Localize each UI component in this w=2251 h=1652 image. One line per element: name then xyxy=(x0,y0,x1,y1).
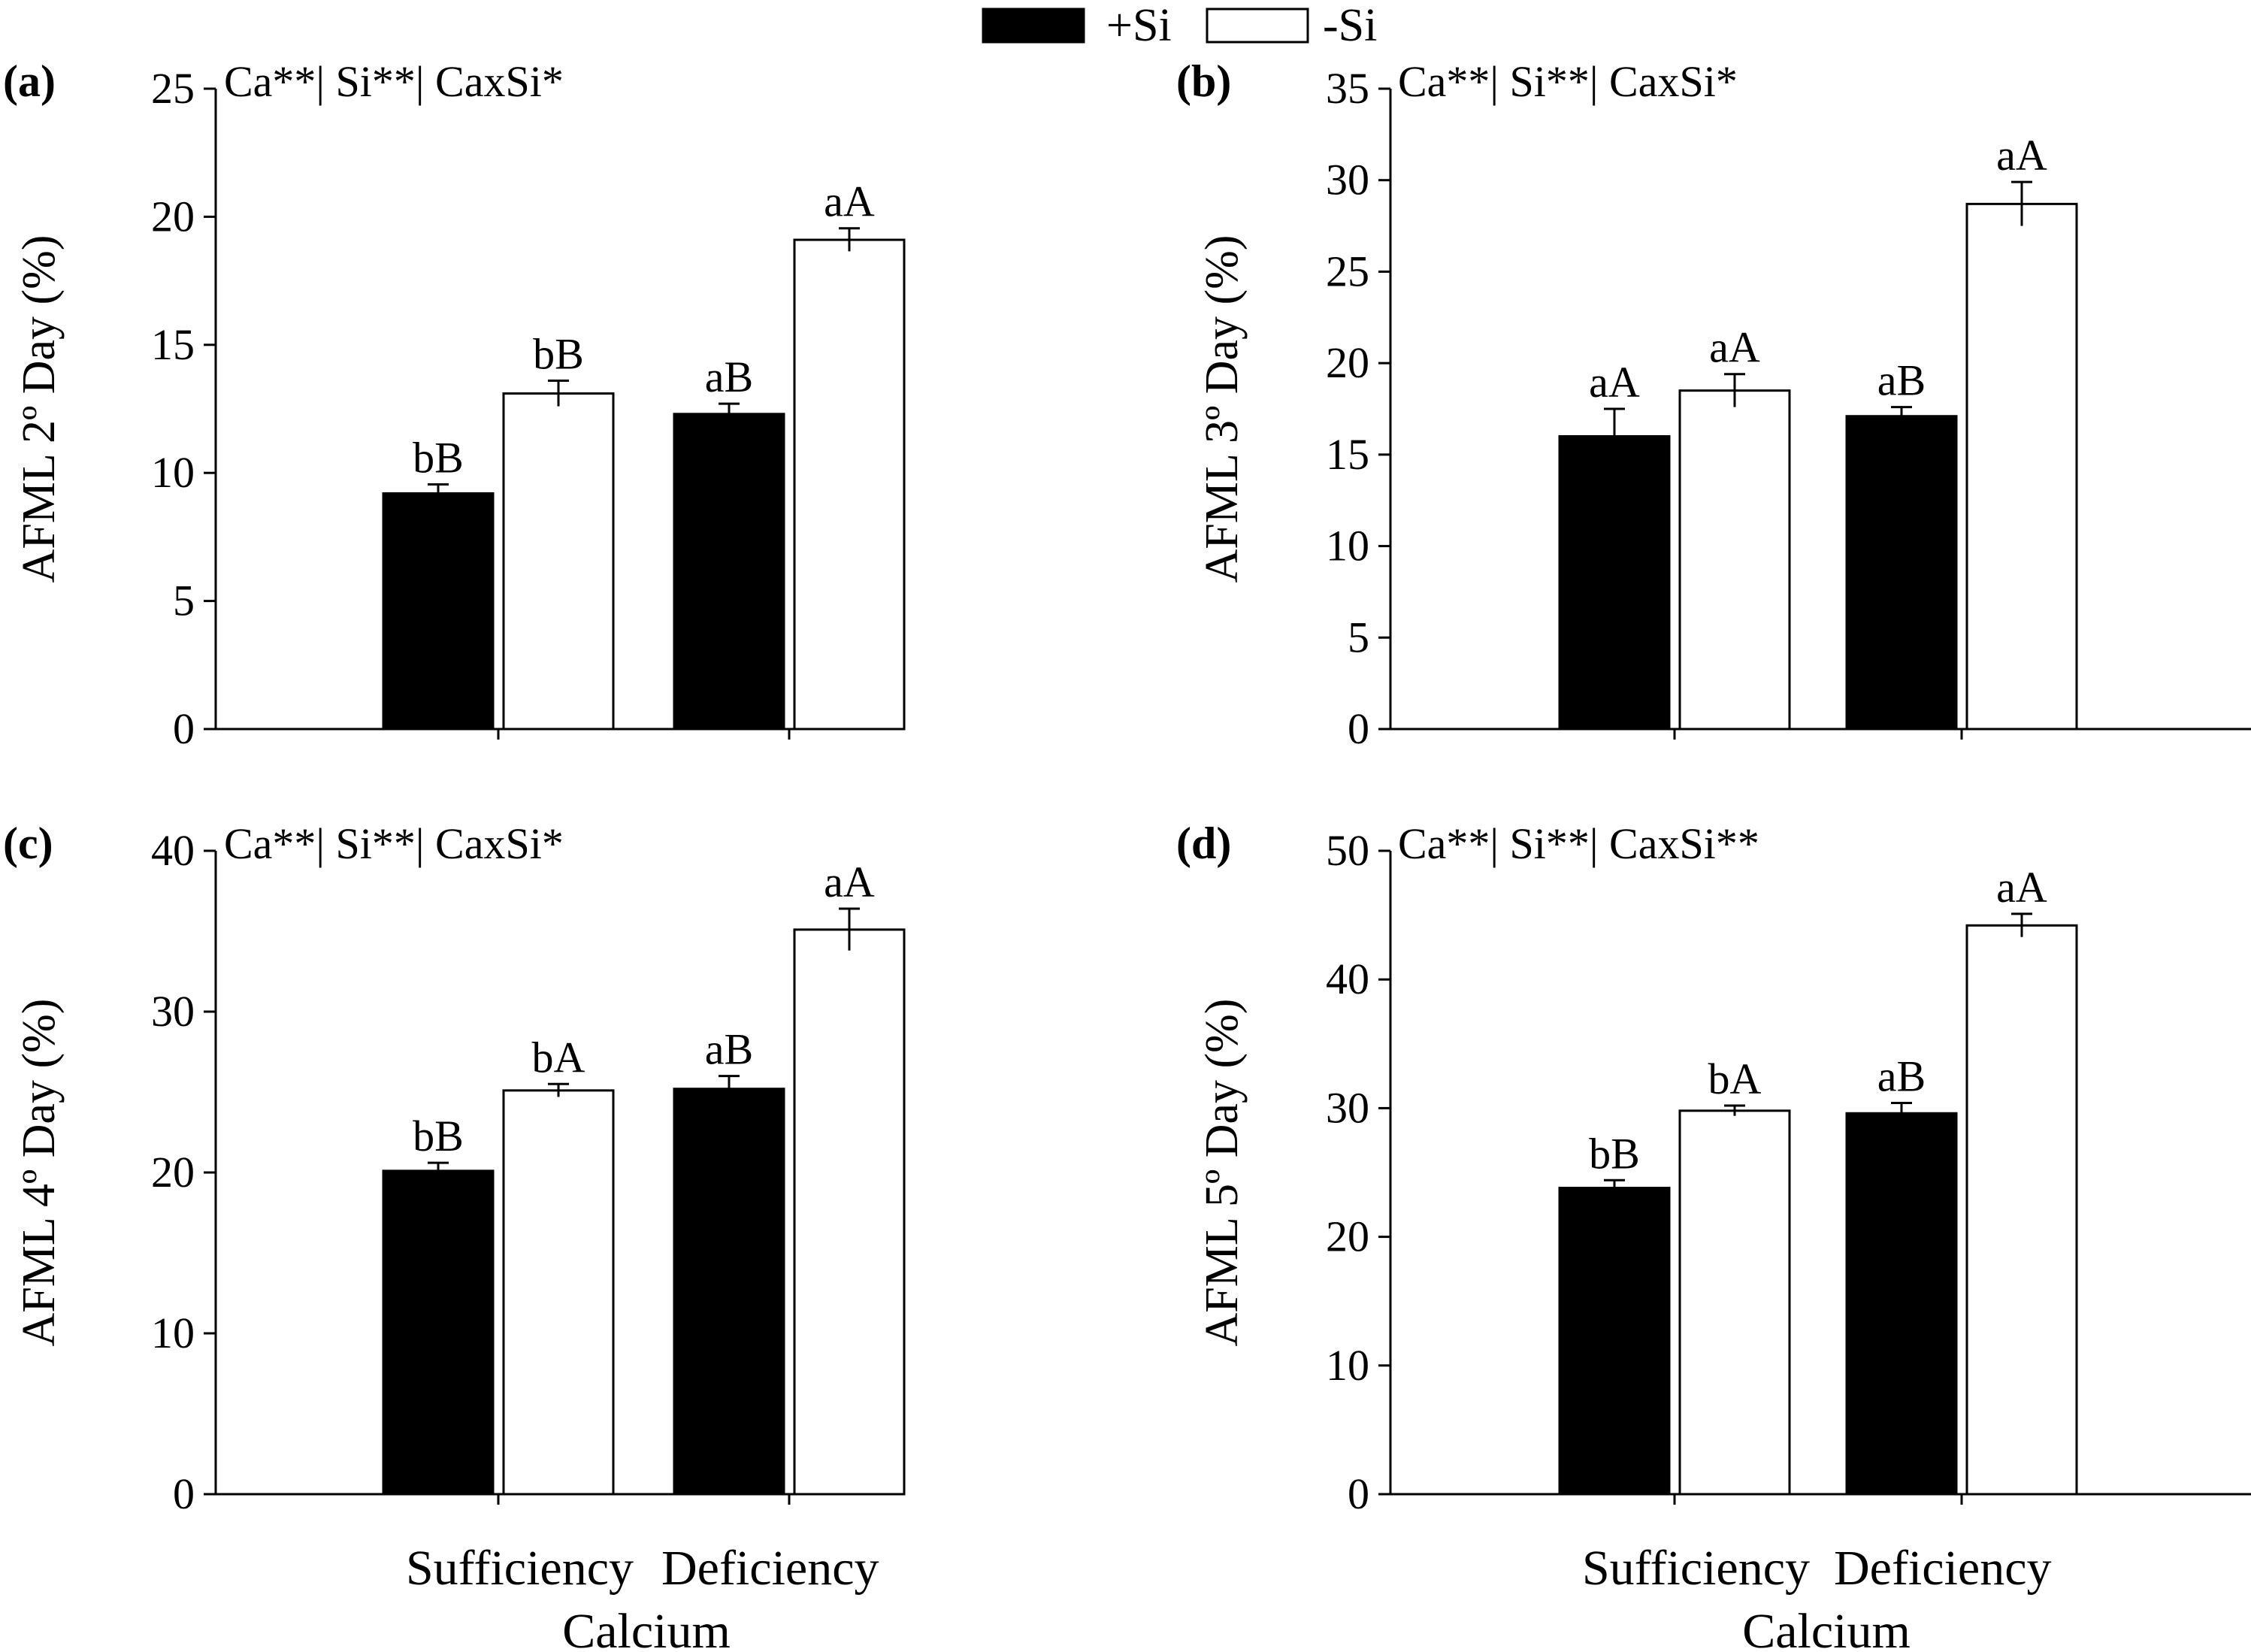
y-tick-label: 30 xyxy=(1326,1083,1369,1132)
legend: +Si -Si xyxy=(982,0,1377,51)
y-tick-label: 30 xyxy=(151,987,195,1036)
y-axis-label: AFML 4º Day (%) xyxy=(14,999,65,1347)
chart-panel-3: 0 10 20 30 40 50 AFML 5º Day (%) (d) Ca**| Si**|… xyxy=(1176,818,2251,1652)
y-axis-label: AFML 2º Day (%) xyxy=(14,235,65,583)
data-label: aB xyxy=(705,1025,753,1074)
stats-annotation: Ca**| Si**| CaxSi* xyxy=(224,819,564,868)
bar xyxy=(673,1088,785,1496)
y-tick-label: 0 xyxy=(1348,704,1369,753)
legend-swatch-minus-si xyxy=(1206,8,1309,44)
y-tick-label: 35 xyxy=(1326,64,1369,113)
stats-annotation: Ca**| Si**| CaxSi** xyxy=(1398,819,1759,868)
y-tick-label: 10 xyxy=(151,448,195,497)
data-label: aB xyxy=(1877,356,1926,405)
y-tick-label: 10 xyxy=(1326,1341,1369,1390)
bar xyxy=(793,238,906,731)
chart-panel-0: 0 5 10 15 20 25 AFML 2º Day (%) (a) Ca**| Si**| … xyxy=(3,56,906,753)
data-label: bB xyxy=(413,1112,464,1160)
data-label: aA xyxy=(1589,358,1640,407)
y-tick-label: 40 xyxy=(151,826,195,875)
x-axis-title: Calcium xyxy=(562,1604,731,1652)
data-label: bA xyxy=(1708,1054,1762,1103)
bar xyxy=(382,492,495,731)
y-tick-label: 20 xyxy=(1326,338,1369,387)
data-label: bB xyxy=(413,434,464,483)
y-tick-label: 20 xyxy=(151,192,195,241)
x-category-label: Deficiency xyxy=(661,1541,879,1596)
legend-label-minus-si: -Si xyxy=(1323,0,1377,51)
x-axis-title: Calcium xyxy=(1742,1604,1911,1652)
bar xyxy=(673,413,785,731)
data-label: aA xyxy=(824,177,875,226)
y-tick-label: 20 xyxy=(1326,1212,1369,1261)
bar xyxy=(382,1169,495,1496)
bar xyxy=(1845,1112,1958,1496)
bar xyxy=(1965,202,2078,731)
x-category-label: Deficiency xyxy=(1834,1541,2052,1596)
bar xyxy=(502,392,615,731)
bar xyxy=(1558,435,1671,731)
chart-panel-2: 0 10 20 30 40 AFML 4º Day (%) (c) Ca**| Si**| C… xyxy=(3,818,906,1652)
y-tick-label: 10 xyxy=(1326,522,1369,570)
data-label: aA xyxy=(824,858,875,906)
y-tick-label: 15 xyxy=(1326,430,1369,479)
y-tick-label: 5 xyxy=(1348,613,1369,661)
bar xyxy=(1558,1187,1671,1496)
y-tick-label: 0 xyxy=(1348,1469,1369,1518)
bar xyxy=(1678,1109,1791,1496)
data-label: aA xyxy=(1996,863,2047,912)
data-label: aB xyxy=(705,352,753,401)
y-tick-label: 20 xyxy=(151,1148,195,1197)
data-label: aA xyxy=(1996,131,2047,180)
y-tick-label: 40 xyxy=(1326,955,1369,1003)
x-category-label: Sufficiency xyxy=(1582,1541,1810,1596)
y-tick-label: 50 xyxy=(1326,826,1369,875)
legend-label-plus-si: +Si xyxy=(1106,0,1172,51)
panel-label: (a) xyxy=(3,56,56,106)
y-tick-label: 25 xyxy=(151,64,195,113)
y-axis-label: AFML 3º Day (%) xyxy=(1197,235,1248,583)
bar xyxy=(1845,415,1958,731)
data-label: bB xyxy=(1589,1129,1640,1178)
stats-annotation: Ca**| Si**| CaxSi* xyxy=(224,57,564,106)
y-tick-label: 0 xyxy=(173,1469,195,1518)
data-label: bA xyxy=(532,1033,585,1082)
data-label: aB xyxy=(1877,1052,1926,1101)
y-tick-label: 0 xyxy=(173,704,195,753)
panels: 0 5 10 15 20 25 AFML 2º Day (%) (a) Ca**| Si**| … xyxy=(3,56,2251,1652)
x-category-label: Sufficiency xyxy=(406,1541,634,1596)
data-label: aA xyxy=(1709,323,1760,372)
y-tick-label: 15 xyxy=(151,320,195,369)
panel-label: (b) xyxy=(1176,56,1231,106)
panel-label: (c) xyxy=(3,818,53,868)
legend-swatch-plus-si xyxy=(982,8,1085,44)
stats-annotation: Ca**| Si**| CaxSi* xyxy=(1398,57,1738,106)
bar xyxy=(502,1089,615,1496)
chart-panel-1: 0 5 10 15 20 25 30 35 AFML 3º Day (%) (b) Ca**| Si… xyxy=(1176,56,2251,753)
y-axis-label: AFML 5º Day (%) xyxy=(1197,999,1248,1347)
bar xyxy=(793,928,906,1496)
y-tick-label: 5 xyxy=(173,576,195,625)
bar xyxy=(1965,924,2078,1496)
y-tick-label: 25 xyxy=(1326,247,1369,295)
bar xyxy=(1678,389,1791,731)
y-tick-label: 30 xyxy=(1326,156,1369,204)
data-label: bB xyxy=(533,330,584,379)
y-tick-label: 10 xyxy=(151,1309,195,1357)
panel-label: (d) xyxy=(1176,818,1231,868)
